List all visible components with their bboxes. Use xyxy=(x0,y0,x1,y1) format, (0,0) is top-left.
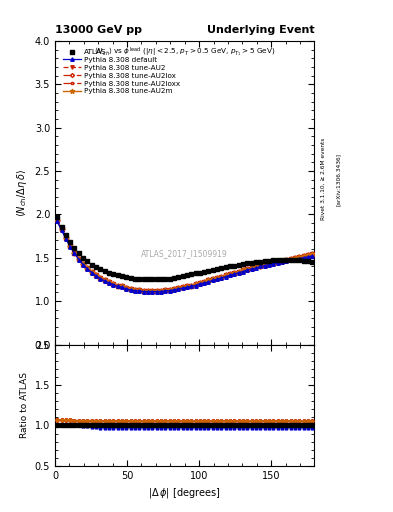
Text: ATLAS_2017_I1509919: ATLAS_2017_I1509919 xyxy=(141,249,228,258)
Text: [arXiv:1306.3436]: [arXiv:1306.3436] xyxy=(336,153,341,206)
Y-axis label: $\langle N_\mathrm{ch} / \Delta\eta\,\delta\rangle$: $\langle N_\mathrm{ch} / \Delta\eta\,\de… xyxy=(15,168,29,217)
Text: 13000 GeV pp: 13000 GeV pp xyxy=(55,25,142,35)
Y-axis label: Ratio to ATLAS: Ratio to ATLAS xyxy=(20,372,29,438)
X-axis label: $|\Delta\,\phi|$ [degrees]: $|\Delta\,\phi|$ [degrees] xyxy=(149,486,221,500)
Text: $\langle N_{ch}\rangle$ vs $\phi^\mathrm{lead}$ ($|\eta| < 2.5$, $p_T > 0.5$ GeV: $\langle N_{ch}\rangle$ vs $\phi^\mathrm… xyxy=(94,46,275,59)
Text: Underlying Event: Underlying Event xyxy=(207,25,314,35)
Text: Rivet 3.1.10, ≥ 2.6M events: Rivet 3.1.10, ≥ 2.6M events xyxy=(320,138,325,220)
Legend: ATLAS, Pythia 8.308 default, Pythia 8.308 tune-AU2, Pythia 8.308 tune-AU2lox, Py: ATLAS, Pythia 8.308 default, Pythia 8.30… xyxy=(61,48,181,96)
